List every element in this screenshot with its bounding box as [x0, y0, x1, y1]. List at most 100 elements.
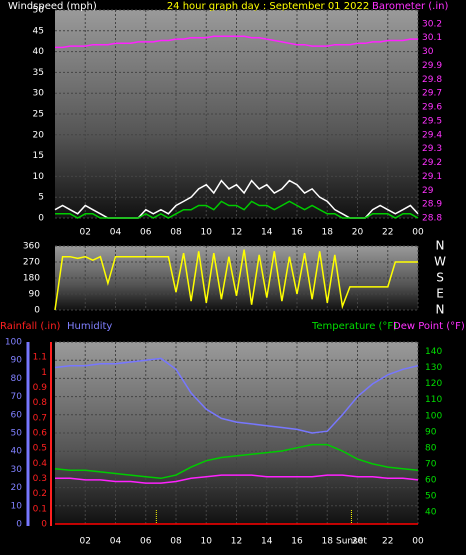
y-tick-label: 29.7 [422, 89, 442, 99]
y-tick-label: 5 [38, 193, 44, 203]
y-tick-label: 130 [425, 363, 442, 373]
series-line [54, 357, 419, 434]
x-tick-label: 04 [110, 537, 122, 547]
y-tick-label: 40 [33, 47, 45, 57]
y-tick-label: 0.9 [33, 383, 48, 393]
x-tick-label: 02 [80, 537, 91, 547]
y-tick-label: 80 [11, 374, 23, 384]
axis-label: Windspeed (mph) [8, 1, 97, 12]
x-tick-label: 18 [322, 537, 334, 547]
y-tick-label: 29.3 [422, 144, 442, 154]
x-tick-label: 10 [201, 537, 213, 547]
y-tick-label: 15 [33, 151, 44, 161]
y-tick-label: 29 [422, 186, 434, 196]
y-tick-label: 10 [11, 501, 23, 511]
y-tick-label: 10 [33, 172, 45, 182]
x-tick-label: 14 [261, 537, 273, 547]
x-tick-label: 00 [412, 228, 424, 238]
axis-label: Rainfall (.in) [0, 321, 61, 332]
x-tick-label: 12 [231, 537, 242, 547]
y-tick-label: 29.6 [422, 103, 442, 113]
y-tick-label: 0 [34, 306, 40, 316]
y-tick-label: 90 [11, 356, 23, 366]
annotation: Sunset [336, 537, 367, 547]
x-tick-label: 22 [382, 228, 393, 238]
y-tick-label: 60 [11, 410, 23, 420]
x-tick-label: 06 [140, 537, 152, 547]
y-tick-label: 29.9 [422, 61, 442, 71]
y-tick-label: 1.1 [33, 353, 47, 363]
y-tick-label: 30 [422, 47, 434, 57]
y-tick-label: 25 [33, 110, 44, 120]
y-tick-label: 1 [41, 368, 47, 378]
y-tick-label: 29.5 [422, 116, 442, 126]
x-tick-label: 14 [261, 228, 273, 238]
series-line [54, 443, 419, 480]
y-tick-label: 80 [425, 443, 437, 453]
y-tick-label: 50 [425, 491, 437, 501]
y-tick-label: 270 [23, 258, 40, 268]
axis-label: Dew Point (°F) [393, 321, 465, 332]
y-tick-label: 29.4 [422, 130, 442, 140]
y-tick-label: 0 [38, 214, 44, 224]
axis-label: Temperature (°F) [311, 321, 397, 332]
x-tick-label: 16 [291, 228, 303, 238]
x-tick-label: 10 [201, 228, 213, 238]
y-tick-label: 20 [33, 130, 45, 140]
y-tick-label: 0.1 [33, 504, 47, 514]
y-tick-label: 60 [425, 475, 437, 485]
y-tick-label: N [436, 239, 445, 253]
y-tick-label: 0.3 [33, 474, 47, 484]
y-tick-label: 30.2 [422, 19, 442, 29]
y-tick-label: 0.7 [33, 413, 47, 423]
x-tick-label: 06 [140, 228, 152, 238]
x-tick-label: 02 [80, 228, 91, 238]
series-line [55, 474, 419, 484]
series-line [55, 35, 418, 49]
y-tick-label: 29.8 [422, 75, 442, 85]
y-tick-label: 0.5 [33, 444, 47, 454]
y-tick-label: 30.1 [422, 33, 442, 43]
axis-label: Humidity [67, 321, 112, 332]
y-tick-label: 0 [41, 520, 47, 530]
y-tick-label: 110 [425, 395, 442, 405]
y-tick-label: N [436, 303, 445, 317]
y-tick-label: 35 [33, 68, 44, 78]
y-tick-label: 20 [11, 483, 23, 493]
y-tick-label: 140 [425, 347, 442, 357]
y-tick-label: 30 [33, 89, 45, 99]
x-tick-label: 20 [352, 228, 364, 238]
axis-label: Barometer (.in) [372, 1, 448, 12]
y-tick-label: 28.9 [422, 200, 442, 210]
series-line [55, 200, 419, 219]
y-tick-label: 0.2 [33, 489, 47, 499]
y-tick-label: 29.1 [422, 172, 442, 182]
x-tick-label: 00 [412, 537, 424, 547]
y-tick-label: S [436, 271, 444, 285]
y-tick-label: 40 [425, 507, 437, 517]
x-tick-label: 08 [170, 537, 182, 547]
x-tick-label: 18 [322, 228, 334, 238]
x-tick-label: 16 [291, 537, 303, 547]
y-tick-label: 0.4 [33, 459, 48, 469]
y-tick-label: 70 [425, 459, 437, 469]
series-line [54, 249, 418, 311]
y-tick-label: E [436, 287, 444, 301]
y-tick-label: 360 [23, 242, 40, 252]
y-tick-label: 0 [16, 520, 22, 530]
y-tick-label: 0.6 [33, 429, 48, 439]
y-tick-label: 100 [425, 411, 442, 421]
y-tick-label: 90 [425, 427, 437, 437]
y-tick-label: 180 [23, 274, 40, 284]
y-tick-label: 50 [33, 6, 45, 16]
x-tick-label: 04 [110, 228, 122, 238]
y-tick-label: 120 [425, 379, 442, 389]
y-tick-label: 100 [5, 338, 22, 348]
y-tick-label: 28.8 [422, 214, 442, 224]
x-tick-label: 20 [352, 537, 364, 547]
y-tick-label: 45 [33, 26, 44, 36]
y-tick-label: 40 [11, 447, 23, 457]
x-tick-label: 22 [382, 537, 393, 547]
x-tick-label: 08 [170, 228, 182, 238]
